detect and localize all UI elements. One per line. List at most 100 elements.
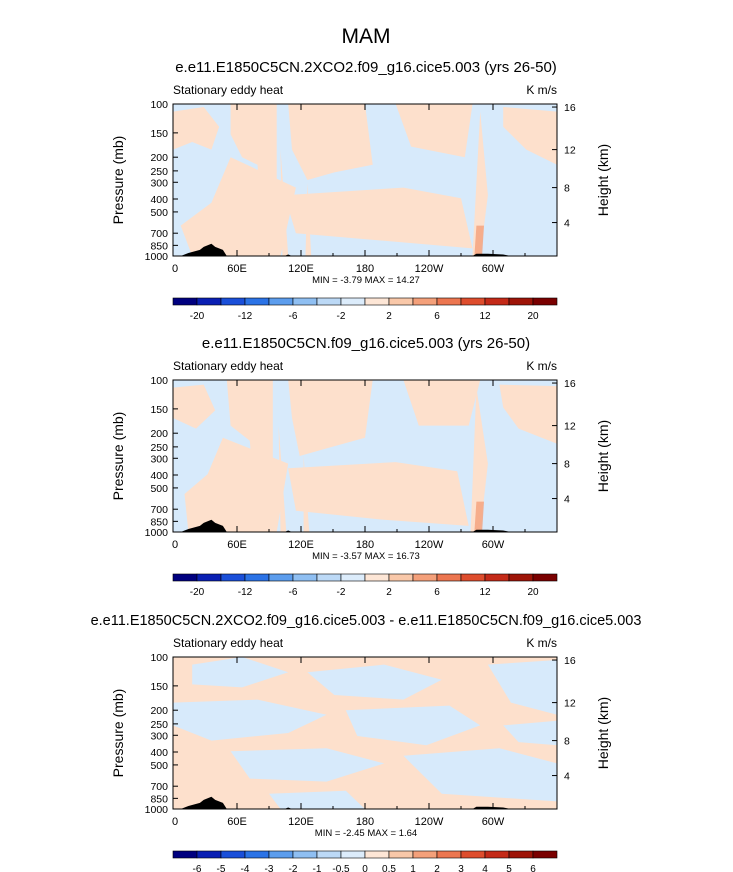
colorbar-label: -6 <box>193 864 202 872</box>
colorbar-box <box>220 850 246 859</box>
terrain-andes <box>472 253 511 256</box>
colorbar-label: -20 <box>190 311 205 322</box>
page-title: MAM <box>342 25 391 48</box>
colorbar-box <box>508 573 534 582</box>
colorbar-label: 4 <box>482 864 488 872</box>
colorbar-box <box>196 297 222 306</box>
field-patch-6 <box>403 380 481 426</box>
colorbar-label: 12 <box>479 587 491 598</box>
panel-left-label: Stationary eddy heat <box>173 636 284 650</box>
colorbar-box <box>172 850 198 859</box>
y2-tick-label: 16 <box>564 102 576 114</box>
y2-tick-label: 8 <box>564 183 570 195</box>
field-patch-5 <box>284 187 473 249</box>
y-tick-label: 1000 <box>145 527 169 539</box>
y-tick-label: 200 <box>150 705 168 717</box>
y2-tick-label: 16 <box>564 655 576 667</box>
colorbar-label: -3 <box>265 864 274 872</box>
colorbar-box <box>508 297 534 306</box>
y-tick-label: 500 <box>150 483 168 495</box>
min-max-stats: MIN = -3.57 MAX = 16.73 <box>312 551 420 562</box>
field-patch-5 <box>288 462 469 526</box>
field-patch-3 <box>180 157 296 256</box>
x-tick-label: 120W <box>415 539 444 551</box>
x-tick-label: 60E <box>227 539 247 551</box>
x-tick-label: 180 <box>356 816 374 828</box>
field-patch-9 <box>303 456 310 532</box>
field-patch-4 <box>345 705 481 746</box>
panel-2: e.e11.E1850C5CN.f09_g16.cice5.003 (yrs 2… <box>110 335 611 598</box>
colorbar-box <box>268 573 294 582</box>
y-axis-label: Pressure (mb) <box>110 412 126 501</box>
colorbar-box <box>220 573 246 582</box>
x-tick-label: 60W <box>482 539 505 551</box>
colorbar-label: -1 <box>313 864 322 872</box>
y-tick-label: 100 <box>150 652 168 664</box>
panel-units: K m/s <box>526 359 557 373</box>
colorbar-label: 2 <box>434 864 440 872</box>
colorbar-box <box>172 573 198 582</box>
y2-tick-label: 8 <box>564 736 570 748</box>
colorbar-box <box>388 573 414 582</box>
y-tick-label: 400 <box>150 470 168 482</box>
colorbar-label: -6 <box>289 587 298 598</box>
y2-tick-label: 12 <box>564 698 576 710</box>
panel-units: K m/s <box>526 636 557 650</box>
colorbar-box <box>292 297 318 306</box>
x-tick-label: 120E <box>288 263 314 275</box>
colorbar-box <box>412 297 438 306</box>
colorbar-box <box>316 850 342 859</box>
colorbar-box <box>268 850 294 859</box>
colorbar-box <box>484 850 510 859</box>
colorbar-box <box>436 850 462 859</box>
colorbar-box <box>484 297 510 306</box>
panel-units: K m/s <box>526 83 557 97</box>
y-tick-label: 150 <box>150 128 168 140</box>
x-tick-label: 120E <box>288 539 314 551</box>
field-patch-10 <box>280 149 289 256</box>
y2-tick-label: 4 <box>564 494 570 506</box>
colorbar-box <box>436 573 462 582</box>
y2-axis-label: Height (km) <box>595 420 611 492</box>
colorbar-box <box>388 297 414 306</box>
x-tick-label: 120E <box>288 816 314 828</box>
y-tick-label: 850 <box>150 240 168 252</box>
y-axis-label: Pressure (mb) <box>110 689 126 778</box>
y-tick-label: 200 <box>150 152 168 164</box>
field-patch-9 <box>503 720 557 746</box>
y-tick-label: 1000 <box>145 804 169 816</box>
colorbar-box <box>532 297 558 306</box>
colorbar-label: -2 <box>289 864 298 872</box>
x-tick-label: 120W <box>415 816 444 828</box>
min-max-stats: MIN = -3.79 MAX = 14.27 <box>312 275 420 286</box>
colorbar-label: 20 <box>527 311 539 322</box>
y-tick-label: 250 <box>150 719 168 731</box>
field-patch-5 <box>487 660 557 715</box>
colorbar-label: -2 <box>337 587 346 598</box>
colorbar-label: 12 <box>479 311 491 322</box>
terrain-andes <box>472 529 511 532</box>
colorbar-label: -20 <box>190 587 205 598</box>
y-tick-label: 100 <box>150 99 168 111</box>
colorbar-label: 3 <box>458 864 464 872</box>
colorbar-box <box>316 573 342 582</box>
y2-tick-label: 4 <box>564 218 570 230</box>
terrain-andes <box>472 806 511 809</box>
colorbar-label: -6 <box>289 311 298 322</box>
colorbar-box <box>244 850 270 859</box>
y-tick-label: 400 <box>150 194 168 206</box>
x-tick-label: 0 <box>172 539 178 551</box>
colorbar-box <box>460 573 486 582</box>
colorbar-box <box>484 573 510 582</box>
x-tick-label: 180 <box>356 539 374 551</box>
y2-axis-label: Height (km) <box>595 697 611 769</box>
panel-title: e.e11.E1850C5CN.f09_g16.cice5.003 (yrs 2… <box>202 335 530 352</box>
colorbar-box <box>364 297 390 306</box>
colorbar-box <box>196 573 222 582</box>
colorbar-box <box>532 850 558 859</box>
field-patch-4 <box>288 380 373 456</box>
colorbar-box <box>412 850 438 859</box>
colorbar-box <box>436 297 462 306</box>
colorbar-box <box>460 850 486 859</box>
y-tick-label: 500 <box>150 760 168 772</box>
